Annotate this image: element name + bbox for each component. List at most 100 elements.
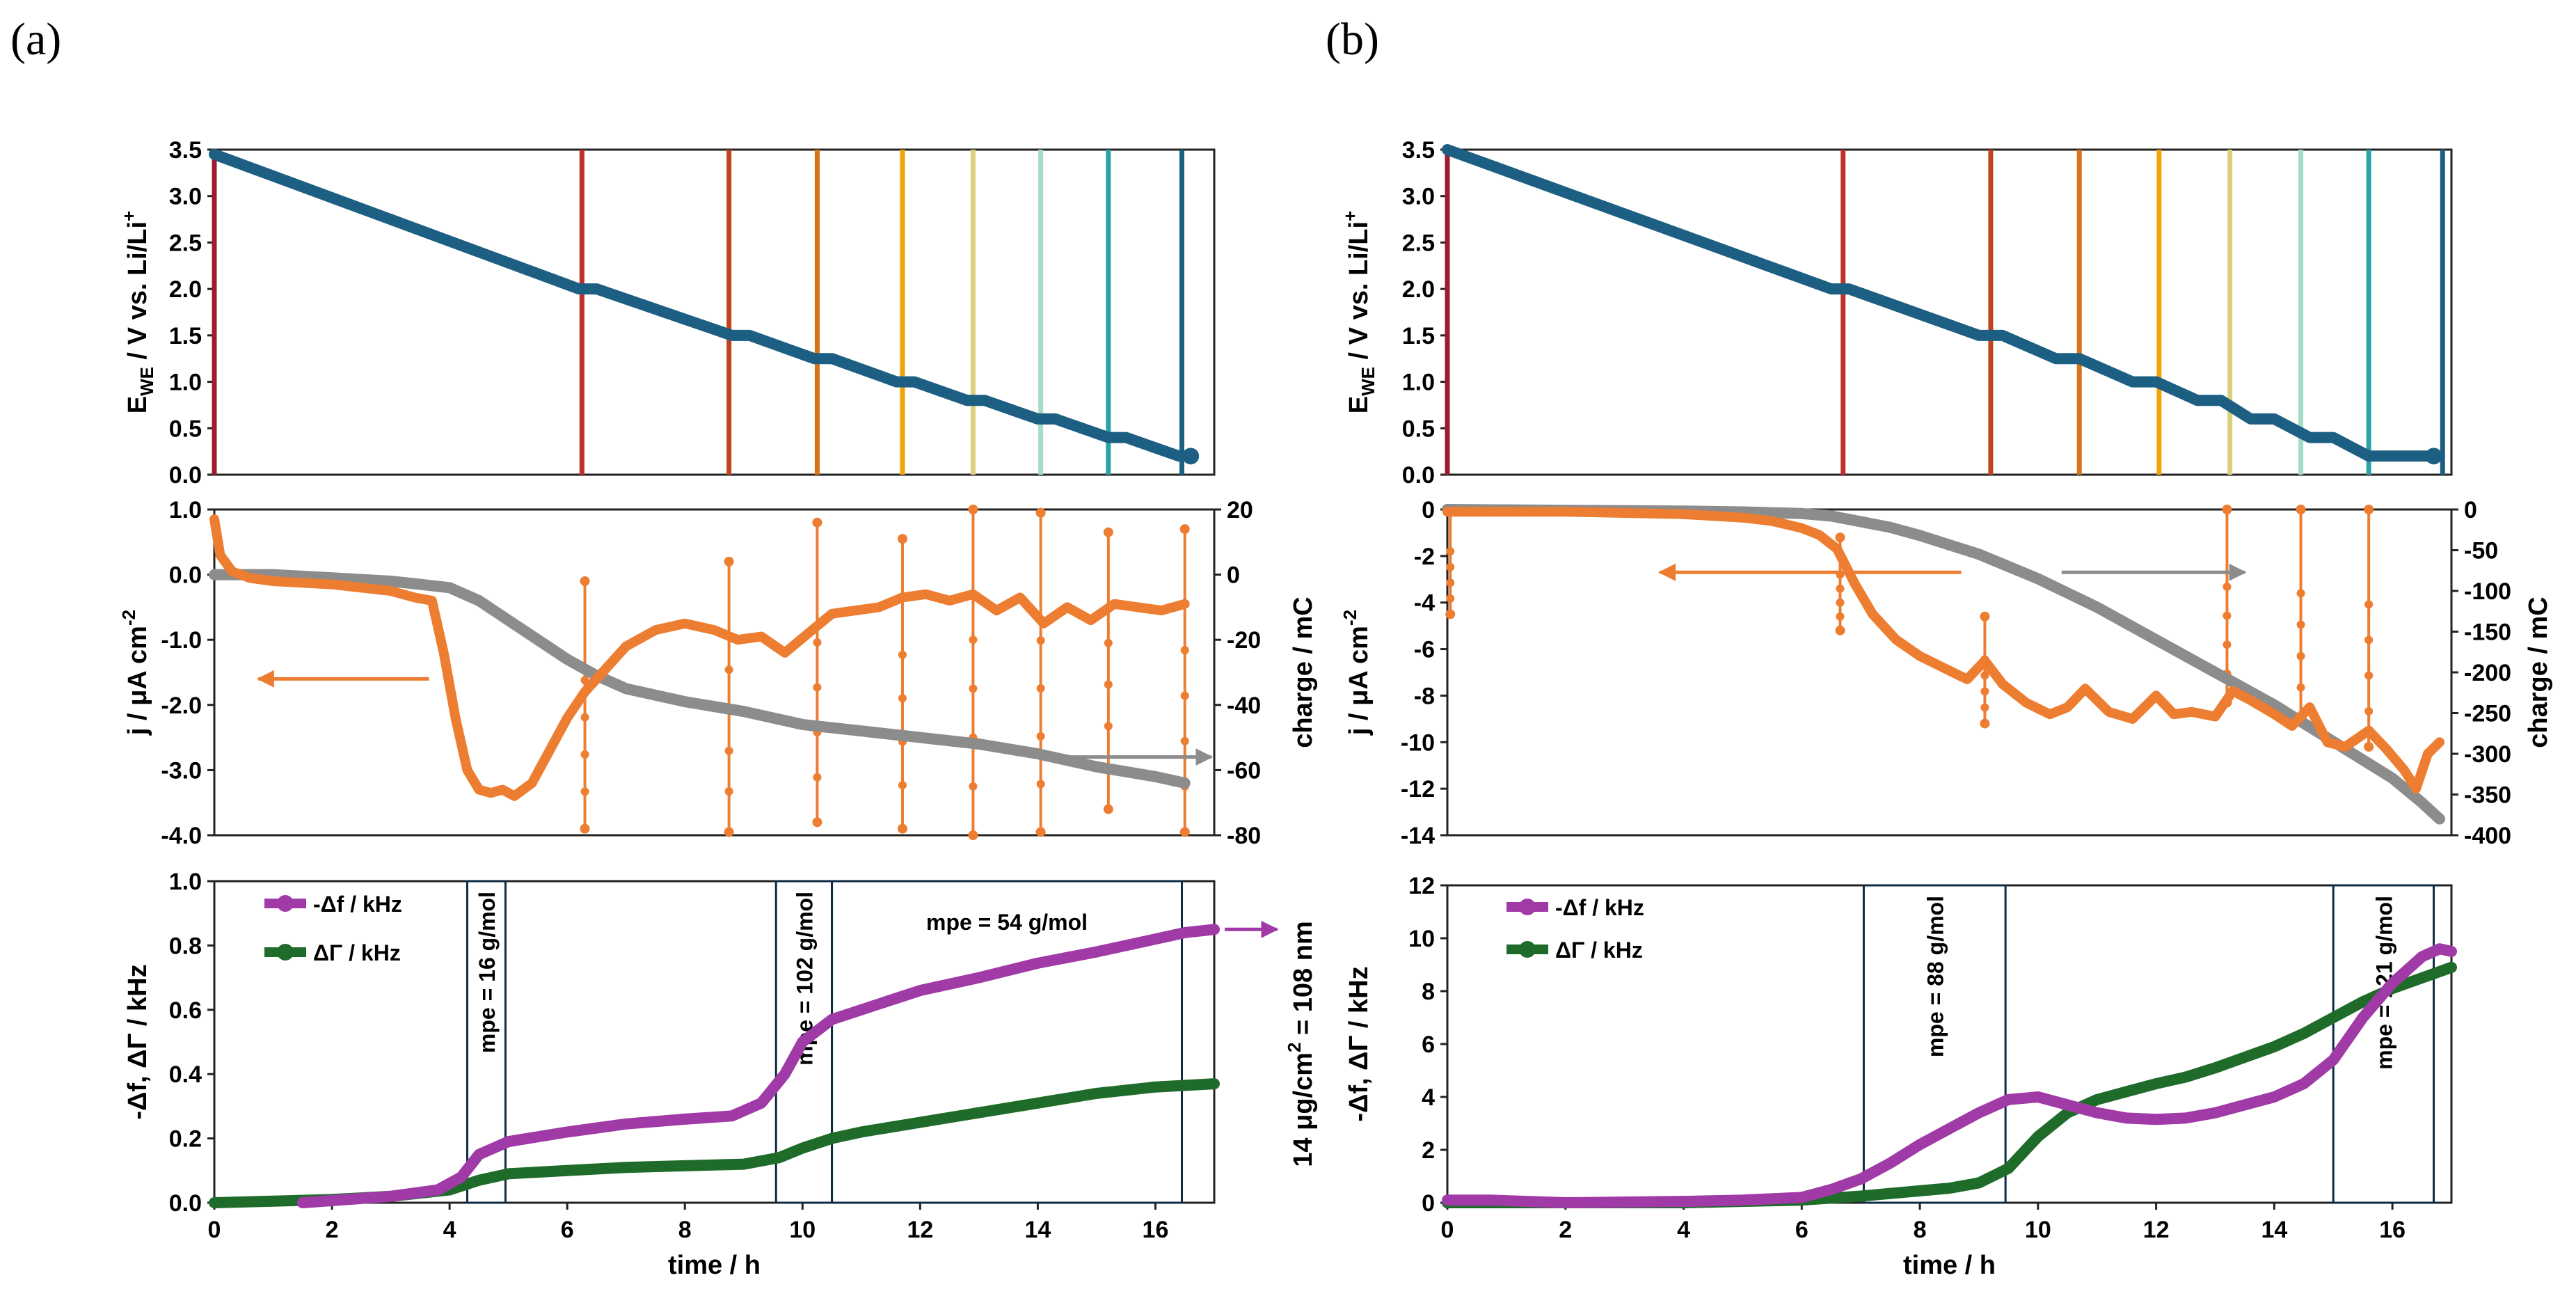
legend-label: ΔΓ / kHz bbox=[313, 940, 401, 965]
y-axis-label: -Δf, ΔΓ / kHz bbox=[1344, 966, 1374, 1121]
mpe-region-box bbox=[831, 880, 1184, 1204]
y-label-main: j / μA cm bbox=[123, 626, 152, 736]
current-error-bar-point bbox=[2296, 620, 2305, 629]
current-error-bar-point bbox=[2364, 671, 2374, 680]
mpe-label: mpe = 54 g/mol bbox=[926, 910, 1088, 935]
x-tick-label: 16 bbox=[2379, 1217, 2406, 1243]
x-tick-label: 12 bbox=[907, 1217, 933, 1243]
charge-line bbox=[209, 569, 1191, 789]
y-label-superscript: -2 bbox=[118, 610, 139, 626]
subplot-current-charge: -4.0 -3.0 -2.0 -1.0 0.0 1.0 -80 -60 -40 -20 0 20 j /… bbox=[118, 497, 1318, 849]
x-tick-label: 14 bbox=[2261, 1217, 2287, 1243]
subplot-current-charge: -14 -12 -10 -8 -6 -4 -2 0 -400 -350 -300 -250 -200 -1… bbox=[1339, 497, 2553, 849]
current-error-bar-point bbox=[1980, 703, 1989, 712]
current-error-bar-point bbox=[813, 638, 822, 647]
current-error-bar-point bbox=[1104, 680, 1113, 689]
current-error-bar-point bbox=[2364, 706, 2374, 716]
panel-a: (a) 0.0 0.5 1.0 1.5 2.0 2.5 3.0 3.5 EWE / V vs. L… bbox=[10, 14, 1318, 1280]
y-tick-label: 8 bbox=[1422, 979, 1435, 1005]
current-error-bar-end bbox=[580, 823, 590, 834]
y-axis-label: EWE / V vs. Li/Li+ bbox=[1339, 211, 1378, 414]
delta-f-line bbox=[296, 924, 1220, 1208]
panel-b: (b) 0.0 0.5 1.0 1.5 2.0 2.5 3.0 3.5 EWE / V vs. L… bbox=[1326, 14, 2553, 1280]
current-error-bar-point bbox=[1836, 584, 1845, 593]
current-error-bar-point bbox=[1180, 736, 1189, 745]
current-error-bar-point bbox=[2296, 683, 2305, 692]
x-tick-label: 2 bbox=[326, 1217, 339, 1243]
current-error-bar-end bbox=[2364, 741, 2374, 752]
y-tick-label: 0.0 bbox=[1402, 462, 1435, 489]
y-tick-label: -1.0 bbox=[161, 627, 202, 654]
y-axis-label-left: j / μA cm-2 bbox=[1339, 610, 1374, 736]
y-tick-label: 0.0 bbox=[169, 462, 202, 489]
y-tick-label: 0.4 bbox=[169, 1061, 202, 1088]
current-error-bar-end bbox=[1835, 625, 1845, 635]
current-error-bar-end bbox=[897, 823, 907, 834]
y-tick-label: 0.0 bbox=[169, 1190, 202, 1217]
y-tick-label: 2.0 bbox=[1402, 276, 1435, 303]
mpe-label: mpe = 88 g/mol bbox=[1923, 896, 1948, 1057]
y-label-superscript: -2 bbox=[1339, 610, 1360, 626]
legend-label: -Δf / kHz bbox=[313, 892, 402, 917]
y-axis-label-right: charge / mC bbox=[2524, 596, 2553, 748]
current-error-bar-point bbox=[1104, 722, 1113, 731]
y2-tick-label: -150 bbox=[2464, 619, 2511, 646]
current-error-bar-point bbox=[1836, 612, 1845, 621]
current-error-bar-point bbox=[580, 713, 589, 722]
y2-tick-label: -250 bbox=[2464, 701, 2511, 727]
y-tick-label: 0.0 bbox=[169, 562, 202, 589]
current-error-bar-end bbox=[1179, 827, 1190, 837]
y-tick-label: -10 bbox=[1401, 729, 1435, 756]
current-error-bar-point bbox=[1180, 646, 1189, 655]
y2-tick-label: -40 bbox=[1227, 693, 1261, 719]
y-tick-label: 3.5 bbox=[1402, 137, 1435, 164]
y2-tick-label: -350 bbox=[2464, 782, 2511, 809]
y-tick-label: 2 bbox=[1422, 1137, 1435, 1164]
y-tick-label: 1.0 bbox=[169, 497, 202, 523]
legend-label: -Δf / kHz bbox=[1555, 895, 1644, 920]
thickness-note-superscript: 2 bbox=[1284, 1043, 1305, 1052]
x-tick-label: 6 bbox=[1795, 1217, 1808, 1243]
current-error-bar-end bbox=[1179, 524, 1190, 535]
current-error-bar-end bbox=[897, 534, 907, 544]
potential-end-point bbox=[2425, 448, 2442, 465]
current-error-bar-end bbox=[1445, 609, 1456, 619]
current-error-bar-end bbox=[1835, 532, 1845, 543]
y-tick-label: -12 bbox=[1401, 776, 1435, 803]
x-tick-label: 14 bbox=[1024, 1217, 1051, 1243]
delta-f-line bbox=[1442, 943, 2457, 1208]
y-tick-label: 3.0 bbox=[169, 184, 202, 210]
x-tick-label: 8 bbox=[1914, 1217, 1927, 1243]
current-error-bar-point bbox=[2296, 651, 2305, 661]
y-tick-label: 1.5 bbox=[169, 323, 202, 349]
x-tick-label: 2 bbox=[1559, 1217, 1572, 1243]
y-label-subscript: WE bbox=[1358, 367, 1378, 396]
y-tick-label: 10 bbox=[1408, 926, 1435, 952]
current-error-bar-point bbox=[969, 684, 978, 693]
y-tick-label: 6 bbox=[1422, 1032, 1435, 1058]
y-tick-label: 0.5 bbox=[169, 416, 202, 442]
legend-swatch-dot bbox=[1519, 899, 1536, 915]
y-tick-label: 4 bbox=[1422, 1084, 1435, 1111]
potential-line bbox=[1442, 144, 2440, 462]
current-error-bar-end bbox=[812, 817, 822, 828]
plot-frame bbox=[213, 880, 1216, 1204]
y-tick-label: 12 bbox=[1408, 873, 1435, 899]
current-error-bar-point bbox=[969, 635, 978, 645]
current-error-bar-point bbox=[1836, 598, 1845, 607]
current-error-bar-point bbox=[813, 773, 822, 782]
mpe-label: mpe = 16 g/mol bbox=[475, 892, 500, 1053]
subplot-potential: 0.0 0.5 1.0 1.5 2.0 2.5 3.0 3.5 EWE / V vs. Li/L… bbox=[118, 137, 1216, 489]
y-label-main: E bbox=[1344, 396, 1374, 413]
y2-tick-label: -20 bbox=[1227, 627, 1261, 654]
y-tick-label: 2.5 bbox=[169, 230, 202, 256]
y-label-rest: / V vs. Li/Li bbox=[123, 221, 152, 367]
y2-tick-label: 20 bbox=[1227, 497, 1253, 523]
y-axis-label-left: j / μA cm-2 bbox=[118, 610, 152, 736]
x-axis-label: time / h bbox=[1903, 1251, 1996, 1280]
y-tick-label: 1.0 bbox=[169, 869, 202, 895]
current-error-bar-point bbox=[1180, 691, 1189, 700]
current-error-bar-point bbox=[580, 787, 589, 796]
current-error-bar-end bbox=[968, 830, 978, 840]
current-error-bar-end bbox=[812, 517, 822, 528]
